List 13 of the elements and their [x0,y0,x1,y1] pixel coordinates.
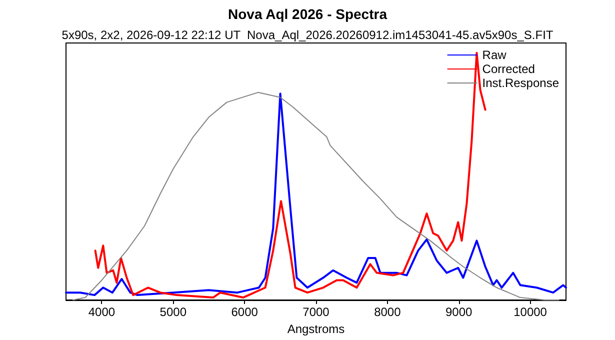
x-tick-label: 4000 [88,305,116,319]
legend-label: Raw [482,48,507,62]
legend-label: Inst.Response [482,76,560,90]
x-tick-label: 8000 [374,305,402,319]
legend-label: Corrected [482,62,535,76]
x-tick-label: 7000 [302,305,330,319]
x-tick-label: 10000 [514,305,548,319]
x-axis-title: Angstroms [287,322,345,336]
chart-subtitle: 5x90s, 2x2, 2026-09-12 22:12 UT Nova_Aql_2026.20260912.im1453041-45.av5x90s_S.FIT [62,28,554,42]
chart-title: Nova Aql 2026 - Spectra [228,6,388,22]
x-tick-label: 9000 [446,305,473,319]
x-tick-label: 5000 [160,305,187,319]
x-tick-label: 6000 [231,305,258,319]
